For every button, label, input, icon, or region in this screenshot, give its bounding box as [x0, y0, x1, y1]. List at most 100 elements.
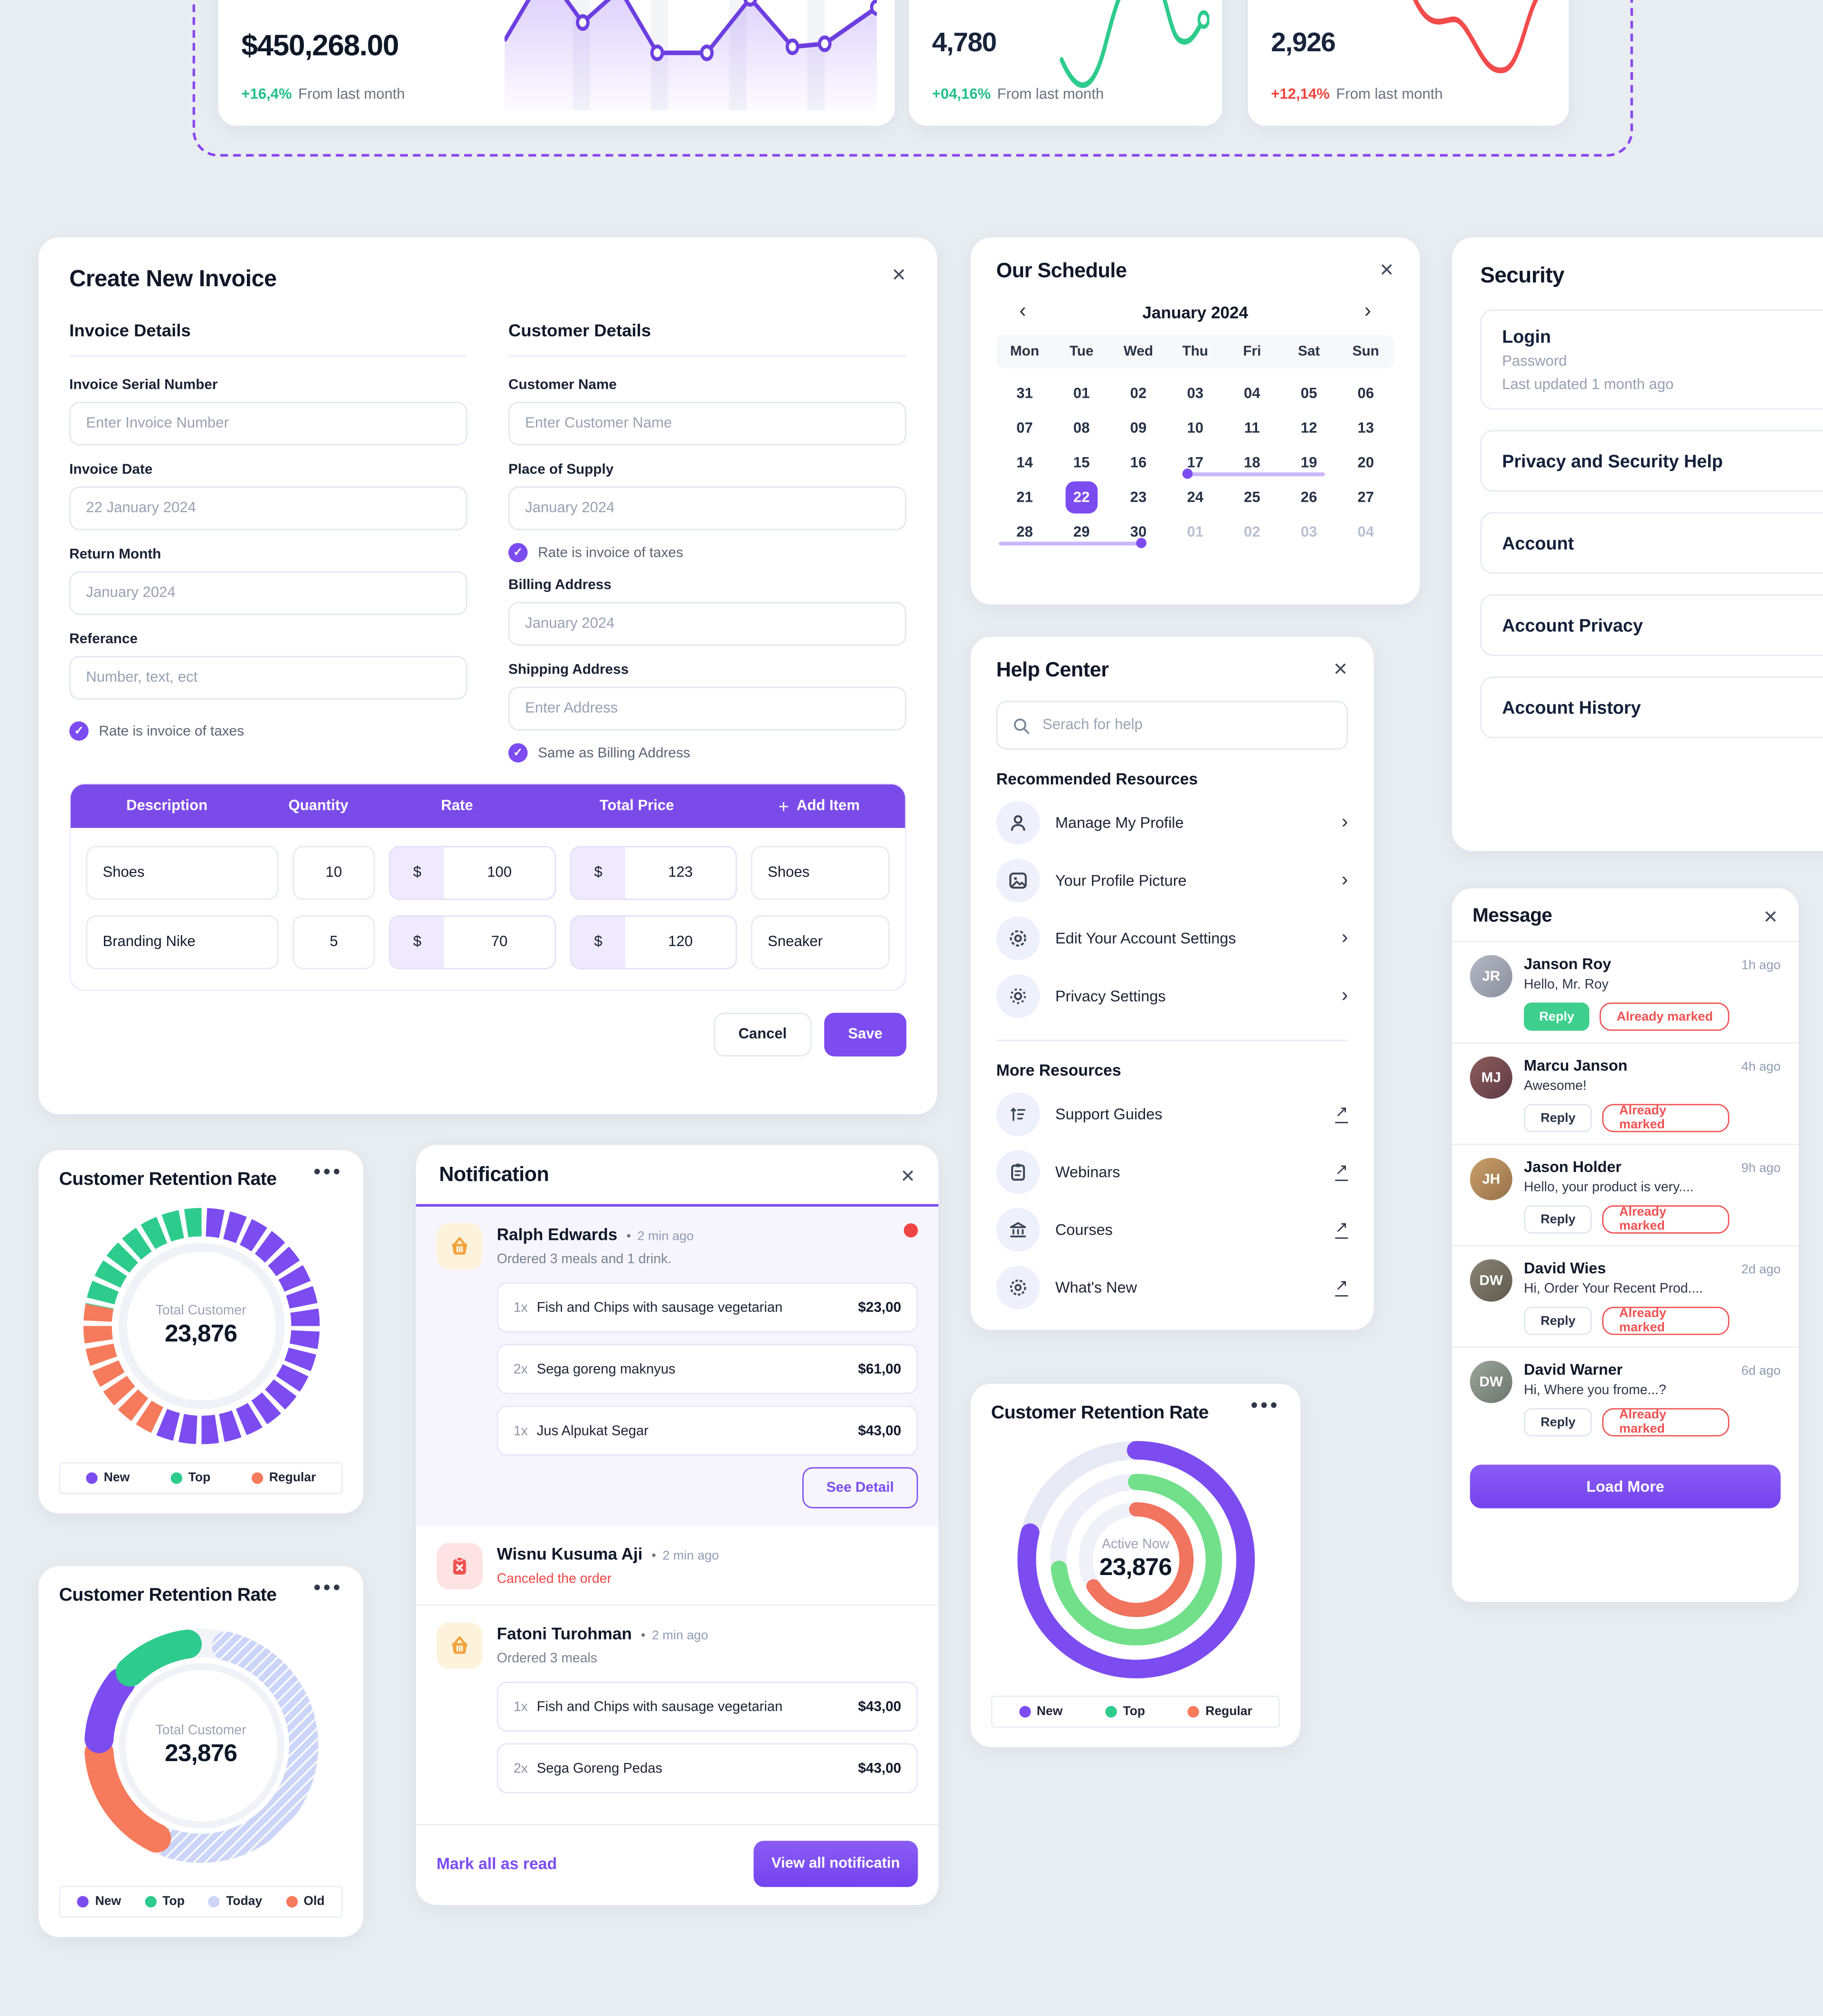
- billing-input[interactable]: [508, 602, 907, 646]
- help-item-manage-profile[interactable]: Manage My Profile ›: [996, 793, 1348, 851]
- calendar-day[interactable]: 05: [1300, 385, 1317, 402]
- kebab-menu-icon[interactable]: •••: [313, 1162, 343, 1184]
- calendar-day[interactable]: 11: [1244, 420, 1260, 436]
- security-item-account-privacy[interactable]: Account Privacy: [1480, 594, 1823, 656]
- reply-button[interactable]: Reply: [1523, 1306, 1592, 1335]
- message-item[interactable]: DW David Wies Hi, Order Your Recent Prod…: [1452, 1247, 1799, 1348]
- calendar-day[interactable]: 03: [1187, 385, 1203, 402]
- rate-cell[interactable]: $ 70: [389, 915, 556, 969]
- notification-group-order[interactable]: Fatoni Turohman 2 min ago Ordered 3 meals…: [416, 1606, 939, 1809]
- close-icon[interactable]: ✕: [891, 264, 907, 285]
- help-item-account-settings[interactable]: Edit Your Account Settings ›: [996, 909, 1348, 967]
- return-month-input[interactable]: [69, 571, 468, 615]
- already-marked-button[interactable]: Already marked: [1602, 1408, 1730, 1437]
- calendar-day-range-end[interactable]: 30: [1130, 524, 1147, 540]
- calendar-day[interactable]: 27: [1357, 489, 1374, 506]
- next-month-icon[interactable]: ›: [1364, 300, 1372, 322]
- security-item-account[interactable]: Account: [1480, 512, 1823, 574]
- calendar-day-next-month[interactable]: 01: [1187, 524, 1203, 540]
- message-item[interactable]: JH Jason Holder Hello, your product is v…: [1452, 1145, 1799, 1247]
- calendar-day[interactable]: 19: [1300, 455, 1317, 471]
- already-marked-button[interactable]: Already marked: [1600, 1003, 1730, 1031]
- invoice-date-input[interactable]: [69, 486, 468, 530]
- kebab-menu-icon[interactable]: •••: [1250, 1395, 1280, 1417]
- help-item-courses[interactable]: Courses ↗: [996, 1200, 1348, 1258]
- help-item-support-guides[interactable]: Support Guides ↗: [996, 1085, 1348, 1143]
- calendar-day[interactable]: 25: [1244, 489, 1260, 506]
- calendar-day[interactable]: 12: [1300, 420, 1317, 436]
- calendar-day[interactable]: 09: [1130, 420, 1147, 436]
- shipping-input[interactable]: [508, 686, 907, 731]
- help-item-profile-picture[interactable]: Your Profile Picture ›: [996, 851, 1348, 909]
- checkbox-checked-icon[interactable]: ✓: [508, 743, 528, 763]
- save-button[interactable]: Save: [824, 1013, 907, 1057]
- total-cell[interactable]: $ 120: [570, 915, 737, 969]
- checkbox-checked-icon[interactable]: ✓: [69, 721, 89, 741]
- help-item-webinars[interactable]: Webinars ↗: [996, 1143, 1348, 1200]
- add-item-button[interactable]: + Add Item: [733, 796, 905, 816]
- calendar-day-range-start[interactable]: 17: [1187, 455, 1203, 471]
- calendar-day-next-month[interactable]: 03: [1300, 524, 1317, 540]
- help-search[interactable]: [996, 701, 1348, 750]
- calendar-day[interactable]: 21: [1016, 489, 1033, 506]
- calendar-day[interactable]: 06: [1357, 385, 1374, 402]
- item-label-cell[interactable]: Shoes: [751, 846, 890, 900]
- see-detail-button[interactable]: See Detail: [802, 1467, 918, 1509]
- rate-taxes-checkbox-row[interactable]: ✓ Rate is invoice of taxes: [69, 721, 467, 741]
- security-item-privacy-help[interactable]: Privacy and Security Help: [1480, 430, 1823, 492]
- cancel-button[interactable]: Cancel: [714, 1013, 812, 1057]
- calendar-day[interactable]: 04: [1244, 385, 1260, 402]
- already-marked-button[interactable]: Already marked: [1602, 1104, 1730, 1133]
- security-item-login[interactable]: Login Password Last updated 1 month ago: [1480, 309, 1823, 410]
- quantity-cell[interactable]: 5: [292, 915, 375, 969]
- description-cell[interactable]: Branding Nike: [86, 915, 279, 969]
- calendar-day-selected[interactable]: 22: [1053, 480, 1110, 515]
- notification-group-cancel[interactable]: Wisnu Kusuma Aji 2 min ago Canceled the o…: [416, 1526, 939, 1604]
- security-item-account-history[interactable]: Account History: [1480, 676, 1823, 738]
- calendar-day[interactable]: 31: [1016, 385, 1033, 402]
- close-icon[interactable]: ✕: [900, 1165, 916, 1186]
- reply-button[interactable]: Reply: [1523, 1003, 1590, 1031]
- checkbox-checked-icon[interactable]: ✓: [508, 543, 528, 563]
- message-item[interactable]: DW David Warner Hi, Where you frome...? …: [1452, 1348, 1798, 1448]
- calendar-day[interactable]: 26: [1300, 489, 1317, 506]
- calendar-day[interactable]: 16: [1130, 455, 1147, 471]
- help-item-privacy-settings[interactable]: Privacy Settings ›: [996, 966, 1348, 1024]
- help-item-whats-new[interactable]: What's New ↗: [996, 1258, 1348, 1316]
- description-cell[interactable]: Shoes: [86, 846, 279, 900]
- mark-all-read-link[interactable]: Mark all as read: [436, 1855, 557, 1873]
- close-icon[interactable]: ✕: [1763, 905, 1778, 927]
- same-billing-checkbox-row[interactable]: ✓ Same as Billing Address: [508, 743, 906, 763]
- help-search-input[interactable]: [1040, 716, 1332, 734]
- calendar-day-next-month[interactable]: 02: [1244, 524, 1260, 540]
- item-label-cell[interactable]: Sneaker: [751, 915, 890, 969]
- rate-cell[interactable]: $ 100: [389, 846, 556, 900]
- reference-input[interactable]: [69, 656, 468, 700]
- calendar-day[interactable]: 20: [1357, 455, 1374, 471]
- supply-input[interactable]: [508, 486, 907, 530]
- already-marked-button[interactable]: Already marked: [1602, 1306, 1730, 1335]
- calendar-day[interactable]: 28: [1016, 524, 1033, 540]
- serial-input[interactable]: [69, 402, 468, 446]
- reply-button[interactable]: Reply: [1523, 1205, 1592, 1234]
- quantity-cell[interactable]: 10: [292, 846, 375, 900]
- calendar-day[interactable]: 14: [1016, 455, 1033, 471]
- calendar-day[interactable]: 23: [1130, 489, 1147, 506]
- load-more-button[interactable]: Load More: [1470, 1464, 1781, 1509]
- calendar-day-next-month[interactable]: 04: [1357, 524, 1374, 540]
- reply-button[interactable]: Reply: [1523, 1408, 1592, 1437]
- message-item[interactable]: MJ Marcu Janson Awesome! Reply Already m…: [1452, 1044, 1799, 1145]
- reply-button[interactable]: Reply: [1523, 1104, 1592, 1133]
- calendar-day[interactable]: 07: [1016, 420, 1033, 436]
- calendar-day[interactable]: 15: [1073, 455, 1090, 471]
- calendar-day[interactable]: 29: [1073, 524, 1090, 540]
- calendar-day[interactable]: 02: [1130, 385, 1147, 402]
- prev-month-icon[interactable]: ‹: [1019, 300, 1026, 322]
- calendar-day[interactable]: 13: [1357, 420, 1374, 436]
- calendar-day[interactable]: 01: [1073, 385, 1090, 402]
- message-item[interactable]: JR Janson Roy Hello, Mr. Roy Reply Alrea…: [1452, 942, 1799, 1044]
- calendar-day[interactable]: 08: [1073, 420, 1090, 436]
- customer-name-input[interactable]: [508, 402, 907, 446]
- calendar-day[interactable]: 18: [1244, 455, 1260, 471]
- notification-group-unread[interactable]: Ralph Edwards 2 min ago Ordered 3 meals a…: [416, 1204, 939, 1527]
